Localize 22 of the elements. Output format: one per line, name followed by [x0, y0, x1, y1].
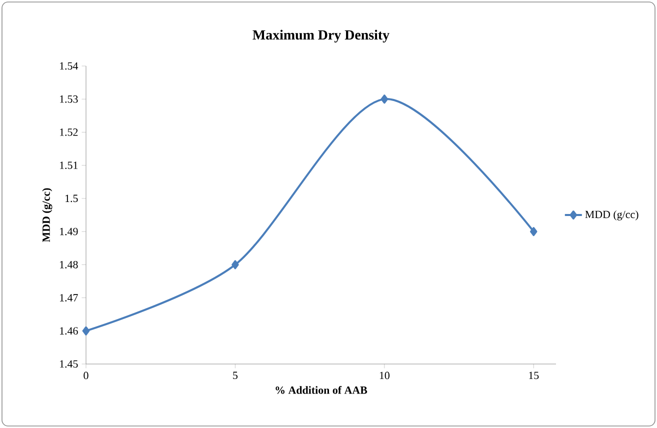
y-tick-label: 1.47	[60, 294, 78, 302]
y-tick-label: 1.46	[60, 327, 78, 335]
chart-title: Maximum Dry Density	[252, 30, 390, 43]
y-tick-label: 1.51	[60, 162, 78, 170]
x-tick-label: 15	[529, 372, 539, 380]
x-axis-title: % Addition of AAB	[276, 386, 368, 394]
y-tick-label: 1.49	[60, 228, 78, 236]
y-tick-label: 1.54	[60, 62, 78, 70]
y-tick-label: 1.5	[66, 194, 78, 202]
y-axis-title: MDD (g/cc)	[42, 188, 52, 242]
point	[530, 227, 538, 236]
y-tick-label: 1.45	[60, 360, 78, 368]
x-tick-label: 0	[84, 372, 88, 380]
y-tick-label: 1.53	[60, 95, 78, 103]
x-tick-label: 10	[380, 372, 390, 380]
legend-label: MDD (g/cc)	[585, 210, 638, 220]
point	[380, 94, 388, 104]
point	[232, 260, 239, 270]
y-tick-label: 1.48	[60, 260, 78, 268]
point	[82, 326, 90, 336]
y-tick-label: 1.52	[60, 128, 78, 136]
x-tick-label: 5	[233, 372, 238, 380]
